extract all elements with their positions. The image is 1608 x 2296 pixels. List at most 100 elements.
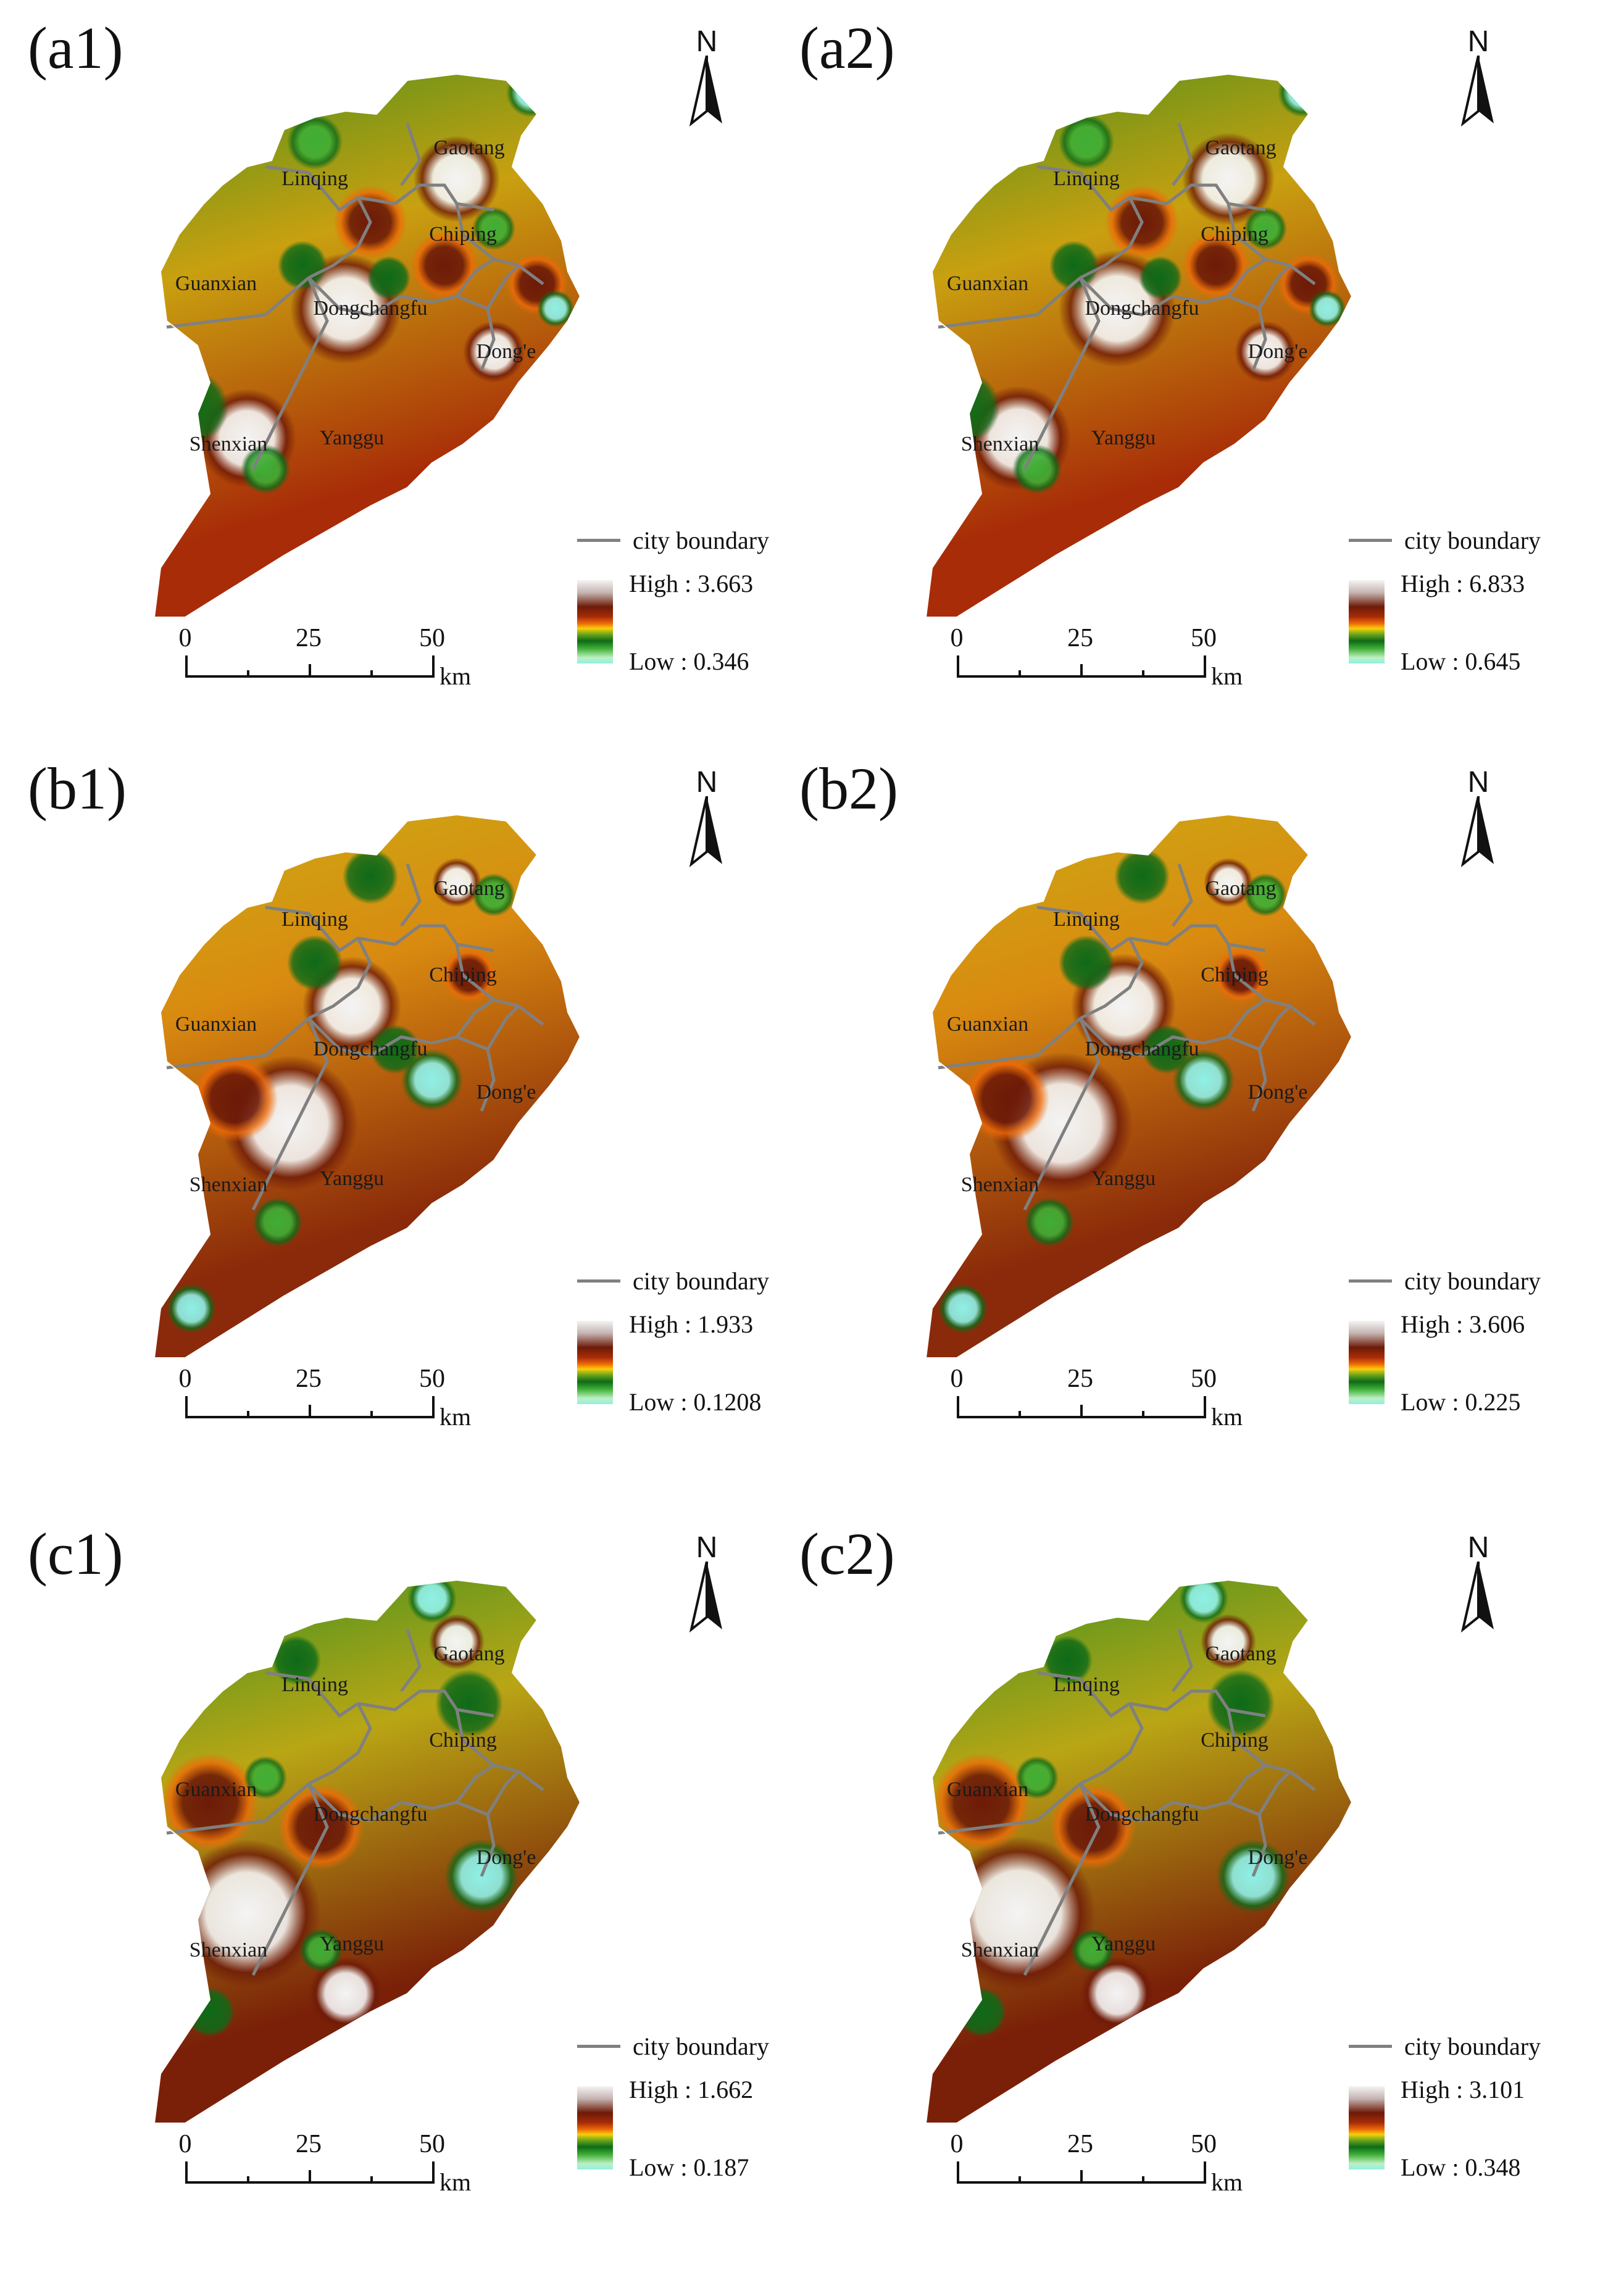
place-label-dongchangfu: Dongchangfu (313, 1038, 428, 1060)
place-label-gaotang: Gaotang (1205, 877, 1277, 900)
boundary-line-symbol (577, 1279, 620, 1283)
scale-unit: km (439, 2168, 472, 2196)
choropleth-map (153, 73, 581, 618)
value-hotspot (241, 444, 290, 494)
color-ramp (577, 580, 613, 663)
city-boundary-line (1172, 1629, 1193, 1692)
map-area: Linqing Gaotang Chiping Guanxian Dongchangfu… (111, 1568, 802, 2222)
map-panel-a1: (a1) Linqing Gaotang Chiping Guanxian Dongch… (0, 0, 772, 716)
north-letter: N (696, 1531, 718, 1564)
value-hotspot (1080, 1957, 1154, 2031)
place-label-linqing: Linqing (1053, 908, 1120, 931)
city-boundary-line (456, 998, 495, 1038)
legend-boundary-label: city boundary (1404, 526, 1541, 554)
place-label-dongchangfu: Dongchangfu (313, 297, 428, 320)
legend: city boundary High : 3.101 Low : 0.348 (1349, 2031, 1546, 2216)
city-boundary-line (251, 1783, 329, 1976)
city-boundary-line (1023, 277, 1101, 470)
place-label-guanxian: Guanxian (946, 1778, 1029, 1801)
value-hotspot (1278, 74, 1327, 117)
city-boundary-line (1257, 1770, 1291, 1816)
place-label-yanggu: Yanggu (1091, 1932, 1156, 1955)
value-hotspot (429, 1614, 485, 1670)
value-hotspot (435, 1670, 503, 1737)
map-panel-c1: (c1) Linqing Gaotang Chiping Guanxian Dongch… (0, 1506, 772, 2222)
legend: city boundary High : 1.933 Low : 0.1208 (577, 1265, 775, 1450)
city-boundary-line (1079, 196, 1144, 280)
place-label-chiping: Chiping (1201, 1729, 1268, 1752)
place-label-yanggu: Yanggu (319, 426, 385, 449)
scale-bar: 0 25 50 km (951, 623, 1243, 710)
place-label-linqing: Linqing (281, 167, 348, 190)
city-boundary-line (265, 1671, 359, 1718)
value-hotspot (272, 1636, 321, 1685)
scale-unit: km (1211, 662, 1243, 690)
map-area: Linqing Gaotang Chiping Guanxian Dongchangfu… (883, 62, 1574, 716)
boundary-line-symbol (1349, 1279, 1392, 1283)
city-boundary-line (480, 308, 496, 371)
north-letter: N (1467, 25, 1489, 58)
panel-label: (b1) (28, 755, 127, 821)
color-ramp (1349, 2086, 1385, 2169)
place-label-chiping: Chiping (1201, 963, 1268, 986)
city-boundary-line (400, 123, 422, 186)
north-arrow-icon (1460, 796, 1494, 868)
legend-low: Low : 0.348 (1401, 2153, 1521, 2181)
legend-high: High : 6.833 (1401, 570, 1525, 597)
value-hotspot (1182, 231, 1250, 299)
city-boundary-line (480, 1814, 496, 1877)
scale-unit: km (1211, 2168, 1243, 2196)
place-label-chiping: Chiping (429, 223, 497, 246)
value-hotspot (957, 1987, 1006, 2037)
place-label-guanxian: Guanxian (946, 272, 1029, 295)
place-label-dongchangfu: Dongchangfu (1085, 1803, 1199, 1826)
region-outline (153, 1579, 581, 2124)
city-boundary-line (1227, 1763, 1267, 1803)
choropleth-map (925, 813, 1353, 1358)
scale-bar: 0 25 50 km (179, 1364, 472, 1450)
city-boundary-line (1257, 1005, 1291, 1050)
value-hotspot (941, 1836, 1096, 1990)
scale-tick-label: 25 (296, 1365, 322, 1393)
place-label-dongchangfu: Dongchangfu (1085, 297, 1199, 320)
scale-tick-label: 0 (950, 2130, 964, 2158)
scale-bar-line (957, 2161, 1206, 2184)
place-label-gaotang: Gaotang (1205, 1642, 1277, 1665)
legend-high: High : 3.606 (1401, 1310, 1525, 1338)
scale-tick-label: 0 (950, 624, 964, 652)
choropleth-map (153, 1579, 581, 2124)
map-panel-b2: (b2) Linqing Gaotang Chiping Guanxian Dongch… (772, 741, 1543, 1457)
value-hotspot (963, 1055, 1049, 1142)
region-outline (925, 73, 1353, 618)
value-hotspot (287, 935, 343, 991)
legend-low: Low : 0.1208 (629, 1388, 762, 1416)
value-hotspot (1071, 1929, 1114, 1972)
place-label-yanggu: Yanggu (1091, 426, 1156, 449)
value-hotspot (253, 1197, 302, 1247)
city-boundary-line (486, 1770, 520, 1816)
place-label-linqing: Linqing (1053, 1673, 1120, 1696)
city-boundary-line (938, 1782, 1081, 1835)
place-label-linqing: Linqing (1053, 167, 1120, 190)
scale-bar-line (185, 1396, 435, 1418)
value-hotspot (1043, 1636, 1093, 1685)
map-area: Linqing Gaotang Chiping Guanxian Dongchangfu… (111, 802, 802, 1457)
city-boundary-line (1227, 257, 1267, 297)
place-label-yanggu: Yanggu (319, 1932, 385, 1955)
city-boundary-line (265, 165, 359, 212)
place-label-shenxian: Shenxian (960, 1939, 1039, 1961)
legend-boundary-label: city boundary (633, 2032, 770, 2060)
scale-tick-label: 25 (296, 2130, 322, 2158)
legend-high: High : 3.101 (1401, 2076, 1525, 2103)
place-label-donge: Dong'e (476, 340, 536, 363)
place-label-donge: Dong'e (1248, 1846, 1308, 1869)
value-hotspot (1213, 947, 1268, 1003)
value-hotspot (278, 241, 327, 290)
north-letter: N (1467, 1531, 1489, 1564)
place-label-linqing: Linqing (281, 908, 348, 931)
boundary-line-symbol (577, 2044, 620, 2048)
choropleth-map (925, 1579, 1353, 2124)
place-label-shenxian: Shenxian (189, 1173, 268, 1196)
map-panel-b1: (b1) Linqing Gaotang Chiping Guanxian Dongch… (0, 741, 772, 1457)
place-label-chiping: Chiping (429, 1729, 497, 1752)
